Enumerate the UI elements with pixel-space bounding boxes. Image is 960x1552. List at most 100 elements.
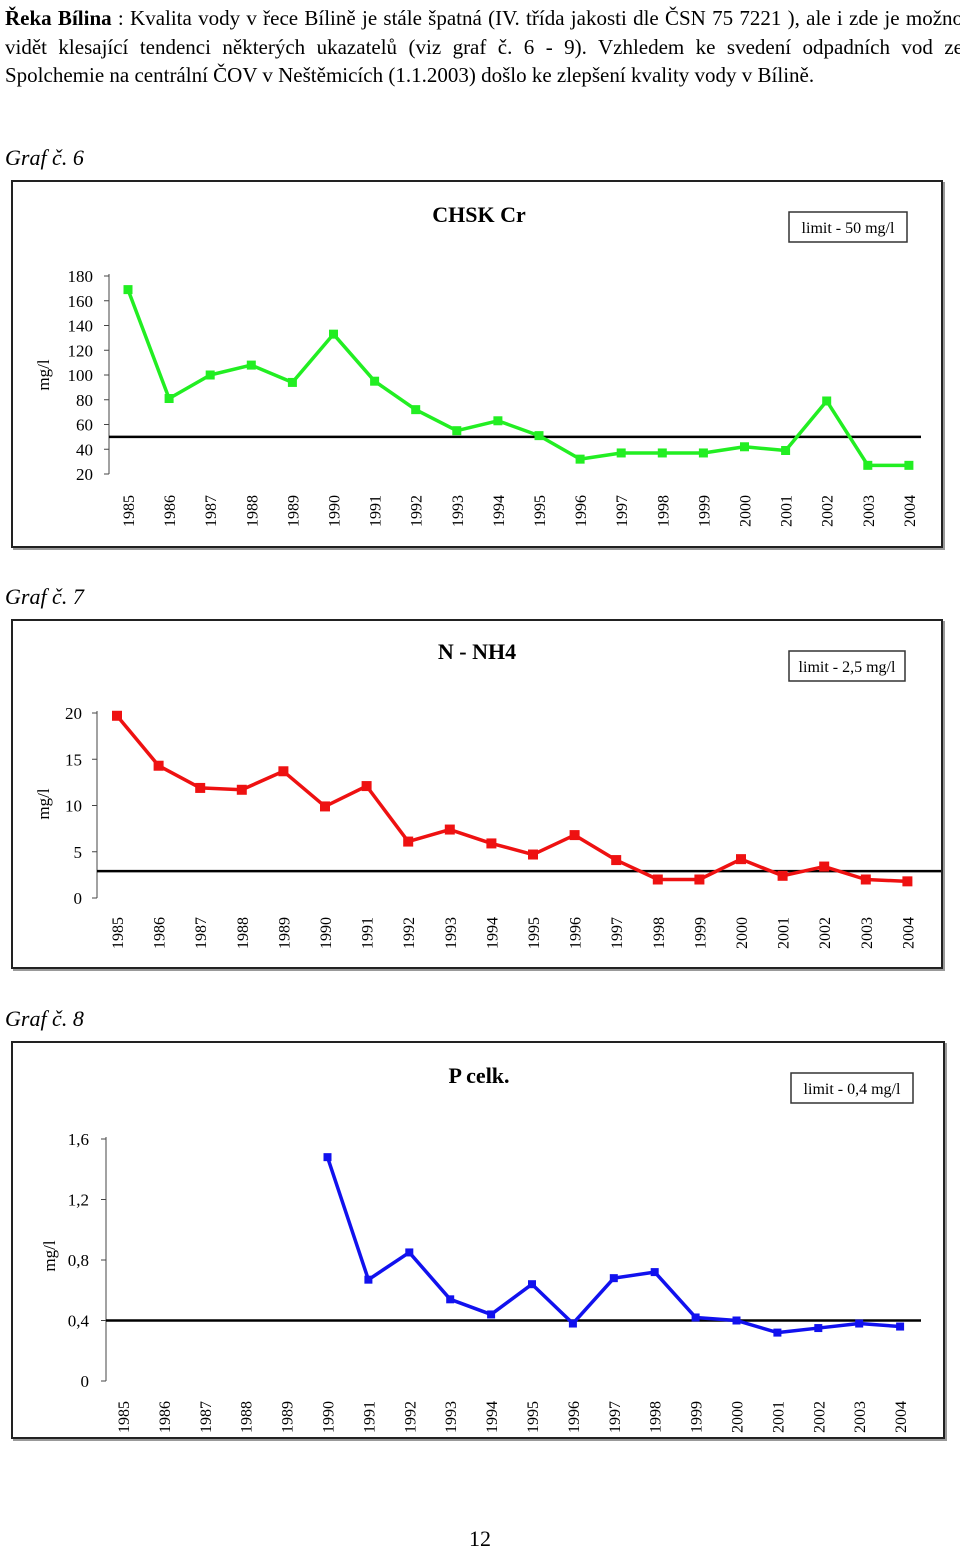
- chart-nh4-svg: N - NH4 limit - 2,5 mg/l mg/l 20 15 10 5 0 1985 1…: [34, 639, 941, 949]
- limit-label-box: [788, 211, 908, 243]
- y-tick-label: 120: [68, 341, 94, 360]
- x-tick-label: 1988: [235, 917, 252, 949]
- data-point: [904, 460, 914, 470]
- x-tick-label: 1985: [110, 917, 127, 949]
- x-tick-label: 1988: [244, 495, 261, 527]
- data-point: [781, 445, 791, 455]
- y-tick-label: 10: [65, 797, 82, 816]
- data-point: [819, 861, 830, 872]
- data-point: [609, 1274, 618, 1283]
- data-point: [323, 1153, 332, 1162]
- data-point: [486, 838, 497, 849]
- x-tick-label: 2002: [817, 917, 834, 949]
- caption-graf-8: Graf č. 8: [5, 1006, 84, 1031]
- x-tick-label: 2004: [893, 1401, 910, 1433]
- x-tick-label: 1997: [607, 1401, 624, 1433]
- data-point: [773, 1328, 782, 1337]
- data-point: [698, 448, 708, 458]
- chart-chsk-svg: CHSK Cr limit - 50 mg/l mg/l 180 160 140 120 10…: [34, 202, 921, 527]
- data-point: [777, 870, 788, 881]
- data-point: [534, 431, 544, 441]
- x-tick-label: 2003: [861, 495, 878, 527]
- x-tick-label: 1997: [609, 917, 626, 949]
- x-tick-label: 1993: [443, 1401, 460, 1433]
- x-tick-label: 1994: [491, 495, 508, 527]
- x-tick-label: 1999: [692, 917, 709, 949]
- data-point: [236, 784, 247, 795]
- data-point: [732, 1316, 741, 1325]
- x-tick-label: 2001: [779, 495, 796, 527]
- chart-p-celk: P celk. limit - 0,4 mg/l mg/l 1,6 1,2 0,8 0,4 0…: [11, 1041, 945, 1439]
- data-point: [528, 1280, 536, 1289]
- river-name: Řeka Bílina: [5, 6, 112, 30]
- data-point: [568, 1319, 577, 1328]
- x-tick-label: 2002: [811, 1401, 828, 1433]
- x-tick-label: 1991: [360, 917, 377, 949]
- caption-graf-7: Graf č. 7: [5, 584, 84, 609]
- x-tick-label: 1992: [409, 495, 426, 527]
- x-tick-label: 1998: [651, 917, 668, 949]
- data-point: [736, 854, 746, 865]
- data-point: [287, 377, 297, 387]
- data-point: [329, 329, 338, 339]
- x-tick-label: 1996: [566, 1401, 583, 1433]
- data-point: [164, 394, 174, 404]
- data-point: [364, 1275, 373, 1284]
- y-tick-label: 100: [68, 366, 94, 385]
- y-tick-label: 0: [74, 889, 83, 908]
- x-tick-label: 1991: [368, 495, 385, 527]
- y-tick-label: 1,6: [68, 1130, 89, 1149]
- data-point: [452, 426, 462, 436]
- limit-label-box: [790, 1072, 914, 1104]
- x-tick-label: 1987: [198, 1401, 215, 1433]
- data-point: [814, 1324, 823, 1333]
- x-tick-label: 1996: [568, 917, 585, 949]
- x-tick-label: 2004: [902, 495, 919, 527]
- data-point: [123, 285, 133, 295]
- data-point: [278, 766, 289, 777]
- series-line: [325, 1156, 901, 1335]
- chart-title: P celk.: [448, 1063, 509, 1088]
- x-tick-label: 2002: [820, 495, 837, 527]
- x-tick-label: 1991: [361, 1401, 378, 1433]
- x-tick-label: 1985: [116, 1401, 133, 1433]
- data-point: [657, 448, 667, 458]
- x-tick-label: 1986: [162, 495, 179, 527]
- limit-label-box: [788, 650, 906, 682]
- y-tick-label: 140: [68, 317, 94, 336]
- x-tick-label: 1990: [318, 917, 335, 949]
- x-tick-label: 2000: [734, 917, 751, 949]
- x-tick-label: 1998: [648, 1401, 665, 1433]
- x-tick-label: 1993: [443, 917, 460, 949]
- chart-title: N - NH4: [438, 639, 516, 664]
- data-point: [528, 849, 538, 860]
- data-point: [112, 710, 122, 721]
- data-point: [855, 1319, 864, 1328]
- x-tick-label: 1995: [525, 1401, 542, 1433]
- data-point: [205, 370, 215, 380]
- series-line: [126, 288, 909, 468]
- x-tick-label: 1992: [402, 1401, 419, 1433]
- y-tick-label: 0,4: [68, 1312, 90, 1331]
- x-tick-label: 1986: [152, 917, 169, 949]
- data-point: [611, 855, 622, 866]
- y-tick-label: 1,2: [68, 1191, 89, 1210]
- x-tick-label: 1990: [327, 495, 344, 527]
- y-tick-label: 15: [65, 750, 82, 769]
- x-tick-label: 1992: [401, 917, 418, 949]
- x-tick-label: 1998: [655, 495, 672, 527]
- data-point: [569, 830, 580, 841]
- data-point: [411, 405, 421, 415]
- x-tick-label: 1999: [696, 495, 713, 527]
- data-point: [405, 1248, 414, 1257]
- x-tick-label: 1986: [157, 1401, 174, 1433]
- data-point: [153, 760, 164, 771]
- data-point: [691, 1313, 700, 1322]
- chart-nh4: N - NH4 limit - 2,5 mg/l mg/l 20 15 10 5 0 1985 1…: [11, 619, 943, 969]
- data-point: [740, 442, 749, 452]
- y-axis-label: mg/l: [34, 359, 53, 390]
- y-tick-label: 20: [76, 465, 93, 484]
- chart-title: CHSK Cr: [432, 202, 526, 227]
- x-tick-label: 1999: [689, 1401, 706, 1433]
- x-tick-label: 2001: [770, 1401, 787, 1433]
